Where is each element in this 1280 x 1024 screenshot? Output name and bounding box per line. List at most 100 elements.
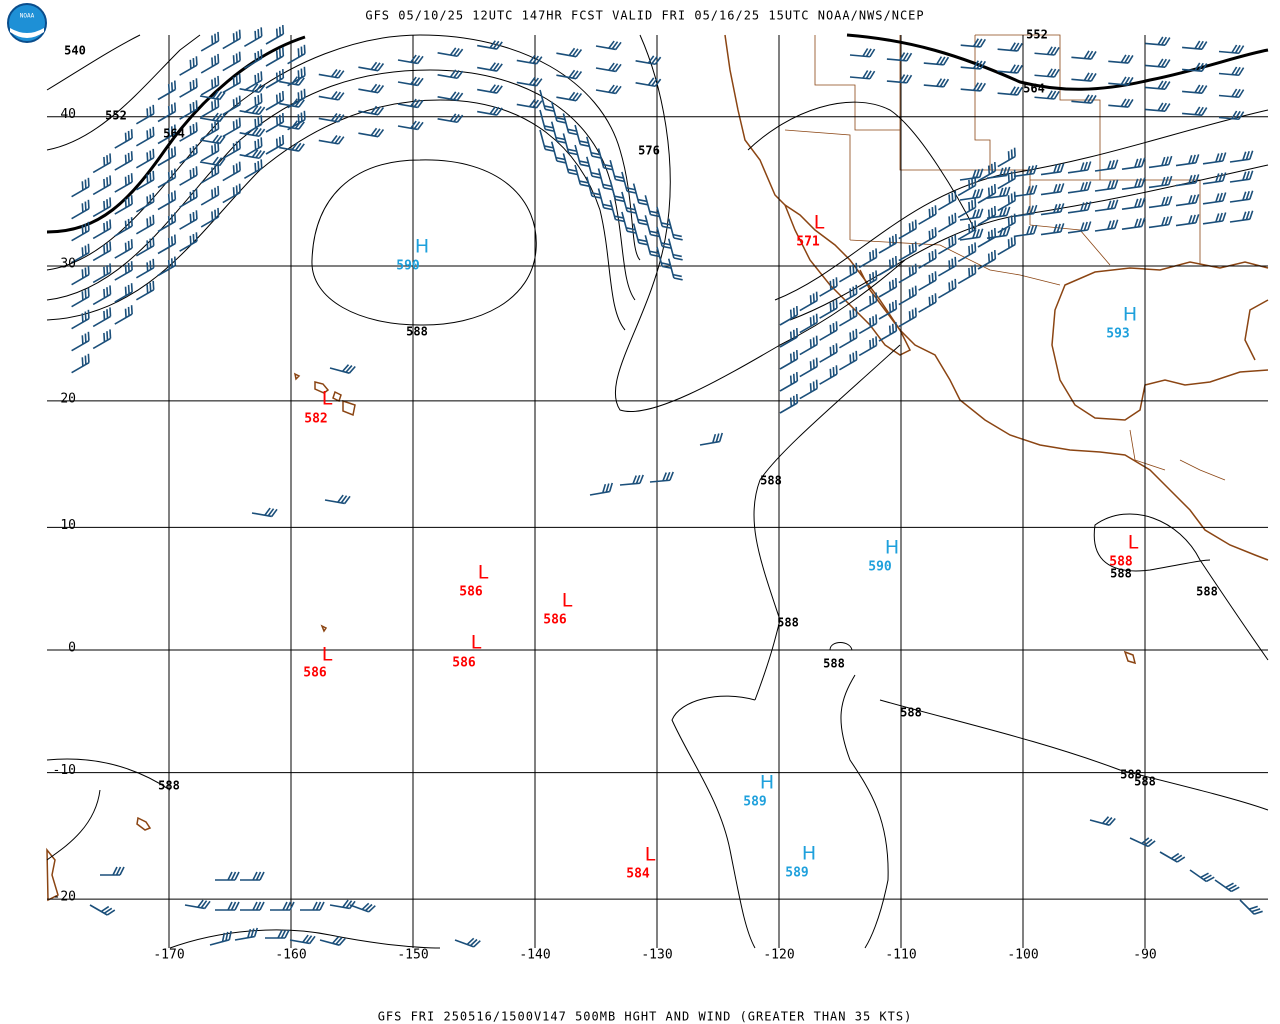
barb-feather	[221, 932, 226, 942]
wind-barb	[819, 343, 838, 363]
barb-feather	[1161, 196, 1166, 206]
barb-feather	[146, 262, 149, 272]
wind-barb	[779, 394, 799, 414]
wind-barb	[819, 321, 838, 341]
barb-feather	[275, 72, 279, 82]
barb-feather	[928, 274, 931, 284]
contour	[1093, 513, 1269, 661]
barb-feather	[993, 184, 997, 194]
barb-feather	[170, 148, 174, 158]
wind-barb	[239, 83, 266, 94]
coastline	[784, 204, 912, 356]
wind-barb	[265, 25, 285, 45]
lat-label: 0	[68, 641, 76, 656]
coastline	[1244, 299, 1269, 361]
wind-barb	[239, 149, 266, 160]
barb-feather	[968, 201, 971, 211]
center-value: 590	[868, 560, 892, 575]
barb-feather	[902, 74, 909, 83]
barb-feather	[230, 901, 237, 911]
wind-barb	[199, 112, 226, 123]
barb-feather	[1164, 196, 1169, 206]
barb-feather	[1251, 908, 1261, 913]
barb-feather	[1160, 102, 1168, 112]
wind-barb	[200, 207, 220, 228]
barb-feather	[189, 213, 192, 223]
barb-feather	[602, 183, 612, 188]
barb-feather	[417, 55, 424, 64]
barb-feather	[277, 929, 283, 939]
wind-barb	[1121, 157, 1146, 170]
barb-feather	[954, 234, 957, 244]
barb-feather	[1231, 110, 1238, 120]
center-letter: H	[760, 772, 774, 794]
barb-feather	[1218, 212, 1223, 222]
barb-feather	[975, 168, 980, 178]
barb-feather	[928, 230, 931, 240]
barb-feather	[456, 48, 464, 57]
barb-feather	[637, 218, 647, 223]
barb-feather	[1087, 201, 1092, 211]
wind-barb	[1108, 76, 1134, 86]
barb-feather	[1137, 158, 1142, 168]
wind-barb	[957, 264, 977, 285]
barb-feather	[130, 217, 133, 227]
barb-feather	[1083, 50, 1090, 59]
barb-feather	[195, 188, 198, 198]
logo: NOAA	[7, 3, 47, 43]
barb-feather	[979, 228, 984, 238]
wind-barb	[997, 147, 1016, 168]
barb-feather	[281, 47, 285, 57]
barb-feather	[1222, 172, 1227, 182]
barb-feather	[130, 283, 133, 293]
barb-feather	[789, 331, 793, 341]
barb-feather	[638, 222, 648, 226]
wind-barb	[886, 52, 913, 62]
barb-feather	[130, 261, 133, 271]
barb-feather	[968, 245, 971, 255]
barb-feather	[602, 163, 612, 168]
barb-feather	[568, 151, 578, 156]
barb-feather	[662, 472, 667, 482]
barb-feather	[211, 167, 214, 177]
barb-feather	[673, 237, 683, 241]
barb-feather	[1007, 173, 1010, 183]
barb-feather	[615, 41, 622, 50]
barb-feather	[254, 118, 257, 128]
barb-feather	[167, 238, 171, 248]
barb-feather	[665, 471, 671, 481]
barb-feather	[127, 240, 130, 250]
barb-feather	[258, 84, 266, 93]
barb-feather	[934, 271, 937, 281]
wind-barb	[92, 175, 112, 196]
barb-feather	[936, 78, 943, 87]
barb-feather	[1053, 90, 1060, 100]
barb-feather	[84, 267, 87, 277]
wind-barb	[550, 121, 566, 144]
barb-feather	[602, 203, 612, 208]
wind-barb	[329, 899, 356, 910]
header-title: GFS 05/10/25 12UTC 147HR FCST VALID FRI …	[365, 9, 924, 23]
barb-feather	[829, 280, 832, 290]
barb-feather	[234, 901, 240, 911]
barb-feather	[650, 213, 660, 218]
barb-feather	[835, 365, 838, 375]
barb-feather	[167, 194, 171, 204]
wind-barb	[632, 203, 648, 226]
wind-barb	[849, 48, 876, 58]
barb-feather	[250, 928, 255, 938]
barb-feather	[456, 92, 464, 101]
wind-barbs	[71, 25, 1263, 948]
barb-feather	[1238, 45, 1245, 54]
barb-feather	[1007, 195, 1010, 205]
wind-barb	[114, 195, 133, 215]
wind-barb	[240, 871, 265, 881]
wind-barb	[1067, 161, 1092, 174]
barb-feather	[555, 156, 565, 161]
barb-feather	[869, 295, 872, 305]
barb-feather	[1090, 95, 1097, 104]
barb-feather	[167, 106, 171, 116]
barb-feather	[1006, 166, 1011, 176]
plot-area	[46, 33, 1269, 949]
